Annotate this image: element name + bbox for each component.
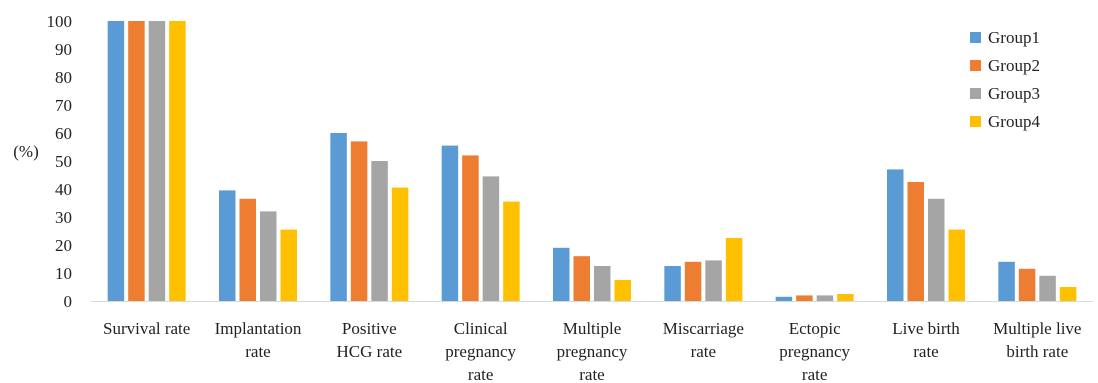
y-tick-label: 50 [55,152,72,171]
y-tick-label: 60 [55,124,72,143]
bar [1059,287,1077,301]
x-category-label: Miscarriage rate [663,319,744,361]
x-category-label-line: rate [579,365,604,383]
x-category-label-line: rate [468,365,493,383]
bar [239,198,256,301]
y-axis-label: (%) [13,142,38,161]
x-category-label-line: Positive [342,319,397,338]
x-category-label-line: rate [802,365,827,383]
bar [503,201,520,301]
bar [219,190,236,301]
bar [1018,268,1036,301]
bar [391,187,409,301]
x-category-label-line: Live birth [892,319,960,338]
bar [684,261,702,301]
x-category-label-line: Miscarriage [663,319,744,338]
x-category-label: Survival rate [103,319,190,338]
y-tick-label: 80 [55,68,72,87]
bar [107,21,125,301]
legend-label: Group2 [988,56,1040,75]
x-axis-labels: Survival rate Implantation rate Positive HCG… [103,319,1081,383]
x-category-label: Clinical pregnancy rate [445,319,516,383]
bar [614,280,631,301]
bar [664,266,681,301]
x-category-label-line: Multiple live [993,319,1081,338]
x-category-label: Multiple live birth rate [993,319,1081,361]
bar [816,295,834,301]
bar [948,229,965,301]
bar [371,161,388,301]
bar [462,155,479,301]
bar [725,238,743,301]
x-category-label: Multiple pregnancy rate [557,319,628,383]
x-category-label-line: Implantation [215,319,302,338]
bar [796,295,813,301]
y-tick-label: 100 [47,12,73,31]
y-tick-label: 20 [55,236,72,255]
bar [169,21,186,301]
bar [887,169,904,301]
bar [837,294,854,301]
bars [107,21,1077,301]
bar [128,21,145,301]
x-category-label-line: Multiple [563,319,622,338]
legend-swatch [970,32,981,43]
y-tick-label: 40 [55,180,72,199]
legend-label: Group3 [988,84,1040,103]
x-category-label: Positive HCG rate [337,319,403,361]
bar [482,176,500,301]
bar [1039,275,1056,301]
x-category-label-line: pregnancy [557,342,628,361]
x-category-label-line: Clinical [454,319,508,338]
bar [148,21,166,301]
y-tick-label: 0 [64,292,73,311]
legend-label: Group1 [988,28,1040,47]
bar [330,133,347,301]
bar [928,198,945,301]
bar [907,182,924,301]
bar [441,145,459,301]
x-category-label-line: pregnancy [445,342,516,361]
legend: Group1 Group2 Group3 Group4 [970,28,1040,131]
x-category-label-line: rate [245,342,270,361]
bar [553,247,570,301]
y-tick-label: 30 [55,208,72,227]
bar [260,211,277,301]
x-category-label-line: Ectopic [789,319,841,338]
bar [350,141,368,301]
legend-swatch [970,116,981,127]
legend-label: Group4 [988,112,1040,131]
y-tick-label: 10 [55,264,72,283]
bar [280,229,297,301]
legend-swatch [970,88,981,99]
y-axis: 0 10 20 30 40 50 60 70 80 90 100 [47,12,73,311]
bar [573,256,590,301]
x-category-label-line: birth rate [1006,342,1068,361]
bar [998,261,1015,301]
legend-swatch [970,60,981,71]
y-tick-label: 70 [55,96,72,115]
x-category-label-line: Survival rate [103,319,190,338]
bar [594,266,611,301]
x-category-label-line: HCG rate [337,342,403,361]
x-category-label: Implantation rate [215,319,302,361]
x-category-label-line: pregnancy [779,342,850,361]
x-category-label: Ectopic pregnancy rate [779,319,850,383]
bar [705,260,722,301]
bar [775,296,793,301]
x-category-label: Live birth rate [892,319,960,361]
y-tick-label: 90 [55,40,72,59]
x-category-label-line: rate [691,342,716,361]
x-category-label-line: rate [913,342,938,361]
